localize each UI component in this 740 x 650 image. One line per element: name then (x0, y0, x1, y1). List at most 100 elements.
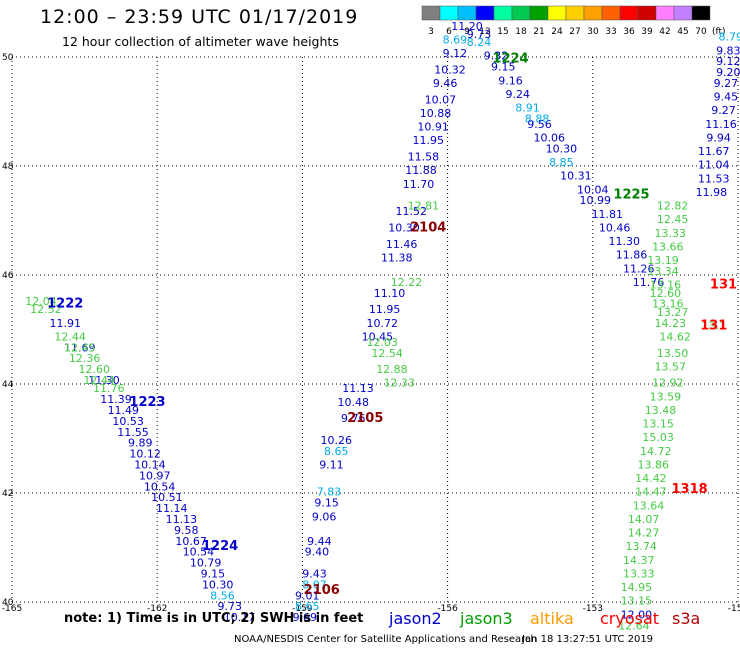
wave-height-point: 9.43 (302, 567, 327, 580)
track-number-label: 1224 (492, 51, 528, 66)
wave-height-point: 13.15 (621, 595, 653, 608)
wave-height-point: 9.06 (312, 510, 337, 523)
x-tick-label: -150 (728, 604, 740, 614)
color-scale-label: 6 (446, 27, 452, 37)
wave-height-point: 11.13 (342, 382, 374, 395)
wave-height-point: 11.14 (156, 502, 188, 515)
wave-height-point: 8.85 (549, 156, 574, 169)
wave-height-point: 11.98 (696, 186, 728, 199)
color-swatch (475, 5, 495, 21)
wave-height-point: 10.06 (533, 131, 565, 144)
wave-height-point: 10.14 (134, 458, 166, 471)
color-scale-label: 39 (641, 27, 653, 37)
wave-height-point: 12.54 (371, 347, 403, 360)
wave-height-point: 13.1 (702, 320, 727, 333)
wave-height-point: 10.54 (144, 480, 176, 493)
wave-height-point: 10.46 (599, 221, 631, 234)
color-scale-label: 24 (551, 27, 563, 37)
wave-height-point: 8.88 (525, 112, 550, 125)
wave-height-point: 11.46 (386, 238, 418, 251)
track-number-label: 1318 (672, 482, 708, 497)
color-scale-label: 45 (677, 27, 688, 37)
wave-height-point: 10.30 (388, 221, 420, 234)
wave-height-point: 9.27 (714, 77, 739, 90)
wave-height-point: 11.04 (698, 159, 730, 172)
wave-height-point: 10.30 (202, 578, 234, 591)
color-scale-label: 70 (695, 27, 707, 37)
wave-height-point: 11.13 (166, 513, 198, 526)
wave-height-point: 12.60 (79, 363, 111, 376)
color-scale-label: 30 (587, 27, 599, 37)
color-scale-label: 36 (623, 27, 635, 37)
wave-height-point: 10.51 (151, 491, 183, 504)
wave-height-point: 13.66 (652, 240, 684, 253)
y-tick-label: 48 (2, 162, 14, 172)
wave-height-point: 12.88 (376, 363, 408, 376)
y-tick-label: 50 (2, 53, 14, 63)
wave-height-point: 10.54 (183, 546, 215, 559)
track-number-label: 1222 (47, 297, 83, 312)
wave-height-point: 8.65 (324, 445, 349, 458)
wave-height-point: 11.16 (705, 118, 737, 131)
track-number-label: 131 (700, 319, 727, 334)
wave-height-point: 13.86 (638, 458, 670, 471)
color-scale-label: 3 (428, 27, 434, 37)
wave-height-point: 13.48 (645, 404, 677, 417)
wave-height-point: 9.46 (433, 77, 458, 90)
wave-height-point: 10.67 (175, 535, 207, 548)
wave-height-point: 9.94 (706, 131, 731, 144)
color-swatch (493, 5, 513, 21)
color-scale-unit: (ft) (712, 27, 726, 37)
wave-height-point: 11.10 (374, 287, 406, 300)
y-tick-label: 42 (2, 489, 13, 499)
wave-height-point: 13.59 (650, 390, 682, 403)
wave-height-point: 13.19 (647, 254, 679, 267)
legend-jason2: jason2 (389, 609, 442, 628)
color-scale-label: 12 (479, 27, 490, 37)
wave-height-point: 8.07 (302, 578, 327, 591)
wave-height-point: 11.95 (369, 303, 401, 316)
wave-height-point: 10.97 (139, 469, 171, 482)
wave-height-point: 14.07 (628, 513, 660, 526)
grid-lines (11, 56, 739, 603)
wave-height-point: 10.79 (190, 557, 222, 570)
wave-height-point: 8.24 (467, 36, 492, 49)
color-swatch (619, 5, 639, 21)
y-tick-label: 44 (2, 380, 14, 390)
wave-height-point: 9.15 (491, 61, 516, 74)
wave-height-point: 13.64 (633, 499, 665, 512)
wave-height-point: 14.27 (628, 527, 660, 540)
wave-height-point: 12.22 (391, 276, 423, 289)
color-scale-label: 33 (605, 27, 616, 37)
footer-note: note: 1) Time is in UTC; 2) SWH is in fe… (64, 611, 364, 626)
wave-height-point: 9.15 (314, 497, 339, 510)
wave-height-point: 10.48 (337, 396, 369, 409)
wave-height-point: 9.58 (174, 524, 199, 537)
wave-height-point: 10.12 (129, 448, 161, 461)
color-scale-label: 9 (464, 27, 470, 37)
wave-height-point: 11.69 (64, 341, 96, 354)
wave-height-point: 13.16 (652, 298, 684, 311)
wave-height-point: 11.49 (108, 404, 140, 417)
color-swatch (421, 5, 441, 21)
wave-height-point: 14.47 (635, 486, 667, 499)
color-swatch (583, 5, 603, 21)
color-swatch (565, 5, 585, 21)
wave-height-point: 14.23 (654, 317, 686, 330)
wave-height-point: 10.04 (577, 183, 609, 196)
wave-height-point: 10.91 (417, 121, 449, 134)
color-scale-label: 42 (659, 27, 670, 37)
track-number-label: 2106 (304, 583, 340, 598)
legend-jason3: jason3 (460, 609, 513, 628)
wave-height-point: 11.52 (396, 205, 428, 218)
color-swatch (439, 5, 459, 21)
y-tick-label: 46 (2, 271, 14, 281)
wave-height-point: 11.88 (405, 164, 437, 177)
wave-height-point: 11.91 (49, 317, 81, 330)
chart-title: 12:00 – 23:59 UTC 01/17/2019 (40, 6, 359, 28)
color-swatch (457, 5, 477, 21)
color-swatch (673, 5, 693, 21)
y-axis-ticks: 40 42 44 46 48 50 (2, 53, 14, 608)
